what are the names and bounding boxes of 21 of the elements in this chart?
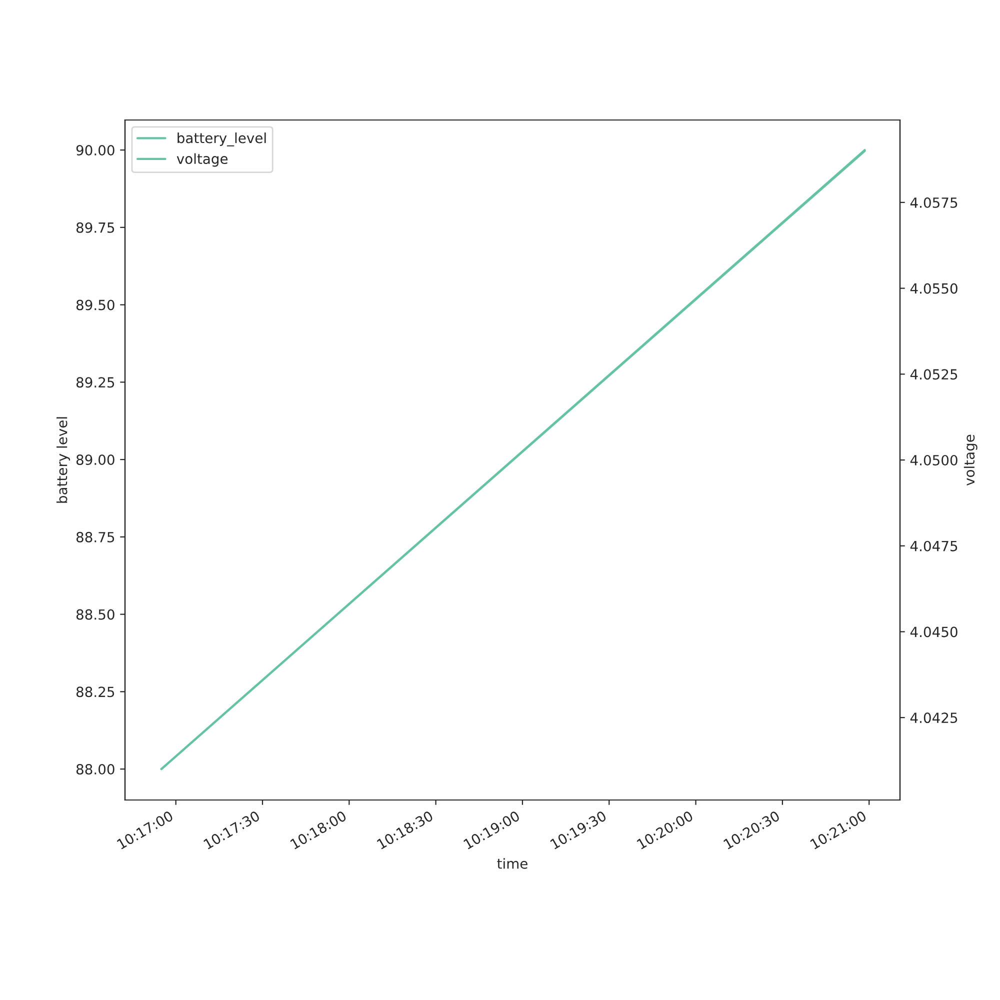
y-tick-label: 88.50 (76, 609, 114, 620)
legend-label: voltage (176, 153, 228, 167)
y-tick-label: 88.25 (76, 686, 114, 698)
y-tick-label: 89.25 (76, 377, 114, 388)
y-tick-label: 89.00 (76, 454, 114, 466)
x-axis-title: time (497, 858, 528, 869)
y-tick-label: 89.50 (76, 300, 114, 310)
y-tick-label: 89.75 (76, 222, 114, 233)
y2-tick-label: 4.0550 (910, 283, 958, 294)
y2-axis-title: voltage (964, 434, 978, 486)
legend-label: battery_level (178, 132, 266, 146)
y-tick-label: 90.00 (76, 144, 114, 156)
y-axis-title: battery level (56, 417, 70, 503)
y2-tick-label: 4.0475 (910, 540, 958, 552)
y-tick-label: 88.00 (76, 764, 114, 775)
y2-tick-label: 4.0525 (910, 369, 958, 380)
y2-tick-label: 4.0425 (910, 712, 958, 724)
y-tick-label: 88.75 (76, 532, 114, 542)
y2-tick-label: 4.0450 (910, 626, 958, 638)
y2-tick-label: 4.0575 (910, 197, 958, 208)
y2-tick-label: 4.0500 (910, 454, 958, 466)
